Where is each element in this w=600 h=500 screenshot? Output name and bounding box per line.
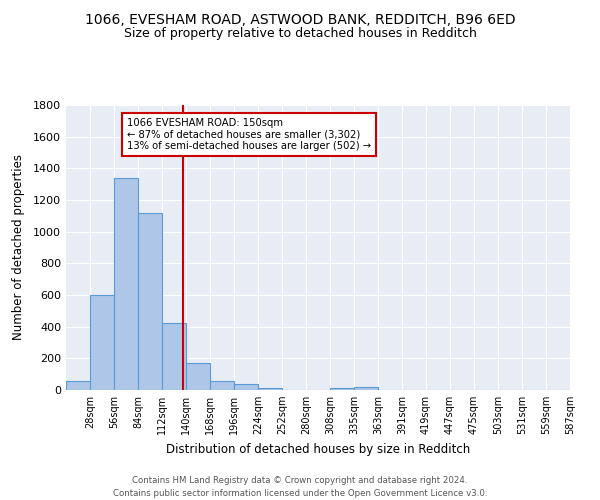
Text: 1066 EVESHAM ROAD: 150sqm
← 87% of detached houses are smaller (3,302)
13% of se: 1066 EVESHAM ROAD: 150sqm ← 87% of detac… (127, 118, 371, 151)
Bar (210, 380, 234, 390)
Y-axis label: Number of detached properties: Number of detached properties (11, 154, 25, 340)
Bar (90, 295, 114, 390)
X-axis label: Distribution of detached houses by size in Redditch: Distribution of detached houses by size … (166, 442, 470, 456)
Bar (330, 388, 354, 390)
Bar (66, 382, 90, 390)
Text: 1066, EVESHAM ROAD, ASTWOOD BANK, REDDITCH, B96 6ED: 1066, EVESHAM ROAD, ASTWOOD BANK, REDDIT… (85, 12, 515, 26)
Bar (234, 384, 258, 390)
Bar (114, 178, 138, 390)
Bar (258, 388, 282, 390)
Bar (186, 363, 210, 390)
Bar (354, 387, 378, 390)
Bar (138, 212, 162, 390)
Bar (162, 322, 186, 390)
Text: Contains public sector information licensed under the Open Government Licence v3: Contains public sector information licen… (113, 489, 487, 498)
Text: Size of property relative to detached houses in Redditch: Size of property relative to detached ho… (124, 28, 476, 40)
Text: Contains HM Land Registry data © Crown copyright and database right 2024.: Contains HM Land Registry data © Crown c… (132, 476, 468, 485)
